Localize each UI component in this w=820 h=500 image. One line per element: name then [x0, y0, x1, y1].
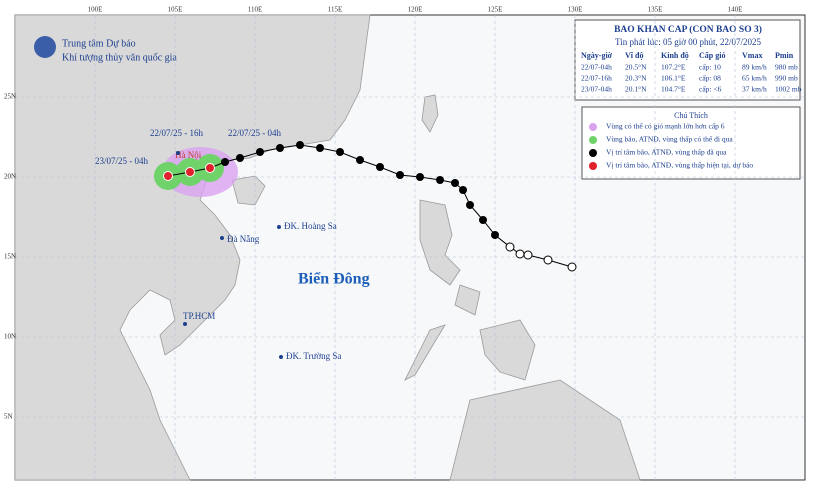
- map-label: 23/07/25 - 04h: [95, 156, 148, 166]
- map-label: Đà Nẵng: [227, 234, 260, 244]
- table-cell: 37 km/h: [742, 85, 767, 94]
- table-header: Vmax: [742, 51, 762, 60]
- lon-label: 120E: [408, 6, 423, 14]
- past-position: [316, 144, 324, 152]
- past-position-hollow: [543, 255, 553, 265]
- lat-label: 15N: [4, 253, 16, 261]
- table-cell: 1002 mb: [775, 85, 802, 94]
- map-label: 22/07/25 - 16h: [150, 128, 203, 138]
- past-position: [451, 179, 459, 187]
- table-cell: cấp: <6: [699, 85, 722, 94]
- table-header: Pmin: [775, 51, 794, 60]
- map-label: Hà Nội: [175, 150, 202, 160]
- place-dot: [176, 151, 180, 155]
- table-header: Kinh độ: [661, 51, 689, 60]
- table-header: Ngày-giờ: [581, 51, 613, 60]
- place-dot: [183, 322, 187, 326]
- lon-label: 135E: [648, 6, 663, 14]
- table-cell: 20.1°N: [625, 85, 647, 94]
- past-position: [491, 231, 499, 239]
- map-label: TP.HCM: [183, 311, 215, 321]
- lon-label: 130E: [568, 6, 583, 14]
- table-cell: 106.1°E: [661, 74, 686, 83]
- logo: Trung tâm Dự báo Khí tượng thủy văn quốc…: [34, 36, 177, 63]
- table-cell: 980 mb: [775, 63, 798, 72]
- table-cell: cấp: 10: [699, 63, 721, 72]
- bulletin-issued: Tin phát lúc: 05 giờ 00 phút, 22/07/2025: [615, 37, 761, 47]
- table-cell: 65 km/h: [742, 74, 767, 83]
- legend-symbol: [589, 136, 597, 144]
- table-cell: 22/07-16h: [581, 74, 612, 83]
- legend-item: Vị trí tâm bão, ATNĐ, vùng thấp hiện tại…: [606, 161, 753, 170]
- bulletin-frame: [574, 19, 801, 101]
- past-position: [416, 173, 424, 181]
- bulletin-title: BAO KHAN CAP (CON BAO SO 3): [614, 24, 762, 35]
- legend-box: Chú Thích: [581, 106, 801, 180]
- lat-label: 20N: [4, 173, 16, 181]
- past-position: [221, 158, 229, 166]
- table-header: Cấp gió: [699, 51, 725, 60]
- past-position: [436, 176, 444, 184]
- table-header: Vĩ độ: [625, 51, 643, 60]
- lon-label: 110E: [248, 6, 263, 14]
- legend-symbol: [589, 149, 597, 157]
- lon-label: 115E: [328, 6, 343, 14]
- past-position-hollow: [505, 242, 515, 252]
- legend-item: Vùng có thể có gió mạnh lớn hơn cấp 6: [606, 122, 725, 131]
- forecast-position: [185, 167, 195, 177]
- legend-frame: [581, 106, 801, 180]
- past-position: [479, 216, 487, 224]
- map-label: Biển Đông: [298, 271, 370, 288]
- lat-label: 25N: [4, 93, 16, 101]
- table-cell: cấp: 08: [699, 74, 721, 83]
- table-cell: 20.3°N: [625, 74, 647, 83]
- past-position: [459, 186, 467, 194]
- table-cell: 990 mb: [775, 74, 798, 83]
- past-position: [236, 154, 244, 162]
- land: [14, 14, 641, 481]
- legend-item: Vị trí tâm bão, ATNĐ, vùng thấp đã qua: [606, 148, 727, 157]
- place-dot: [279, 355, 283, 359]
- bulletin-box: BAO KHAN CAP (CON BAO SO 3) Tin phát lúc…: [574, 19, 801, 101]
- forecast-position: [163, 171, 173, 181]
- legend-symbol: [589, 123, 597, 131]
- place-dot: [277, 225, 281, 229]
- table-cell: 107.2°E: [661, 63, 686, 72]
- past-position-hollow: [567, 262, 577, 272]
- table-cell: 23/07-04h: [581, 85, 612, 94]
- past-position: [376, 163, 384, 171]
- table-cell: 22/07-04h: [581, 63, 612, 72]
- legend-symbol: [589, 162, 597, 170]
- past-position: [356, 156, 364, 164]
- past-position: [466, 201, 474, 209]
- past-position: [296, 141, 304, 149]
- past-position: [276, 144, 284, 152]
- past-position: [336, 148, 344, 156]
- lon-label: 125E: [488, 6, 503, 14]
- lon-label: 100E: [88, 6, 103, 14]
- lon-label: 140E: [728, 6, 743, 14]
- past-position-hollow: [515, 249, 525, 259]
- table-cell: 20.5°N: [625, 63, 647, 72]
- forecast-position: [205, 163, 215, 173]
- past-position-hollow: [523, 250, 533, 260]
- table-cell: 89 km/h: [742, 63, 767, 72]
- lon-label: 105E: [168, 6, 183, 14]
- map-label: 22/07/25 - 04h: [228, 128, 281, 138]
- logo-icon: [34, 36, 56, 58]
- logo-line: Khí tượng thủy văn quốc gia: [62, 52, 177, 63]
- past-position: [256, 148, 264, 156]
- table-cell: 104.7°E: [661, 85, 686, 94]
- legend-title: Chú Thích: [674, 111, 708, 120]
- place-dot: [220, 236, 224, 240]
- legend-item: Vùng bão, ATNĐ, vùng thấp có thể đi qua: [606, 135, 733, 144]
- lat-label: 5N: [4, 413, 13, 421]
- lat-label: 10N: [4, 333, 16, 341]
- map-label: ĐK. Hoàng Sa: [284, 221, 337, 231]
- map-label: ĐK. Trường Sa: [286, 351, 341, 361]
- past-position: [396, 171, 404, 179]
- logo-line: Trung tâm Dự báo: [62, 38, 136, 49]
